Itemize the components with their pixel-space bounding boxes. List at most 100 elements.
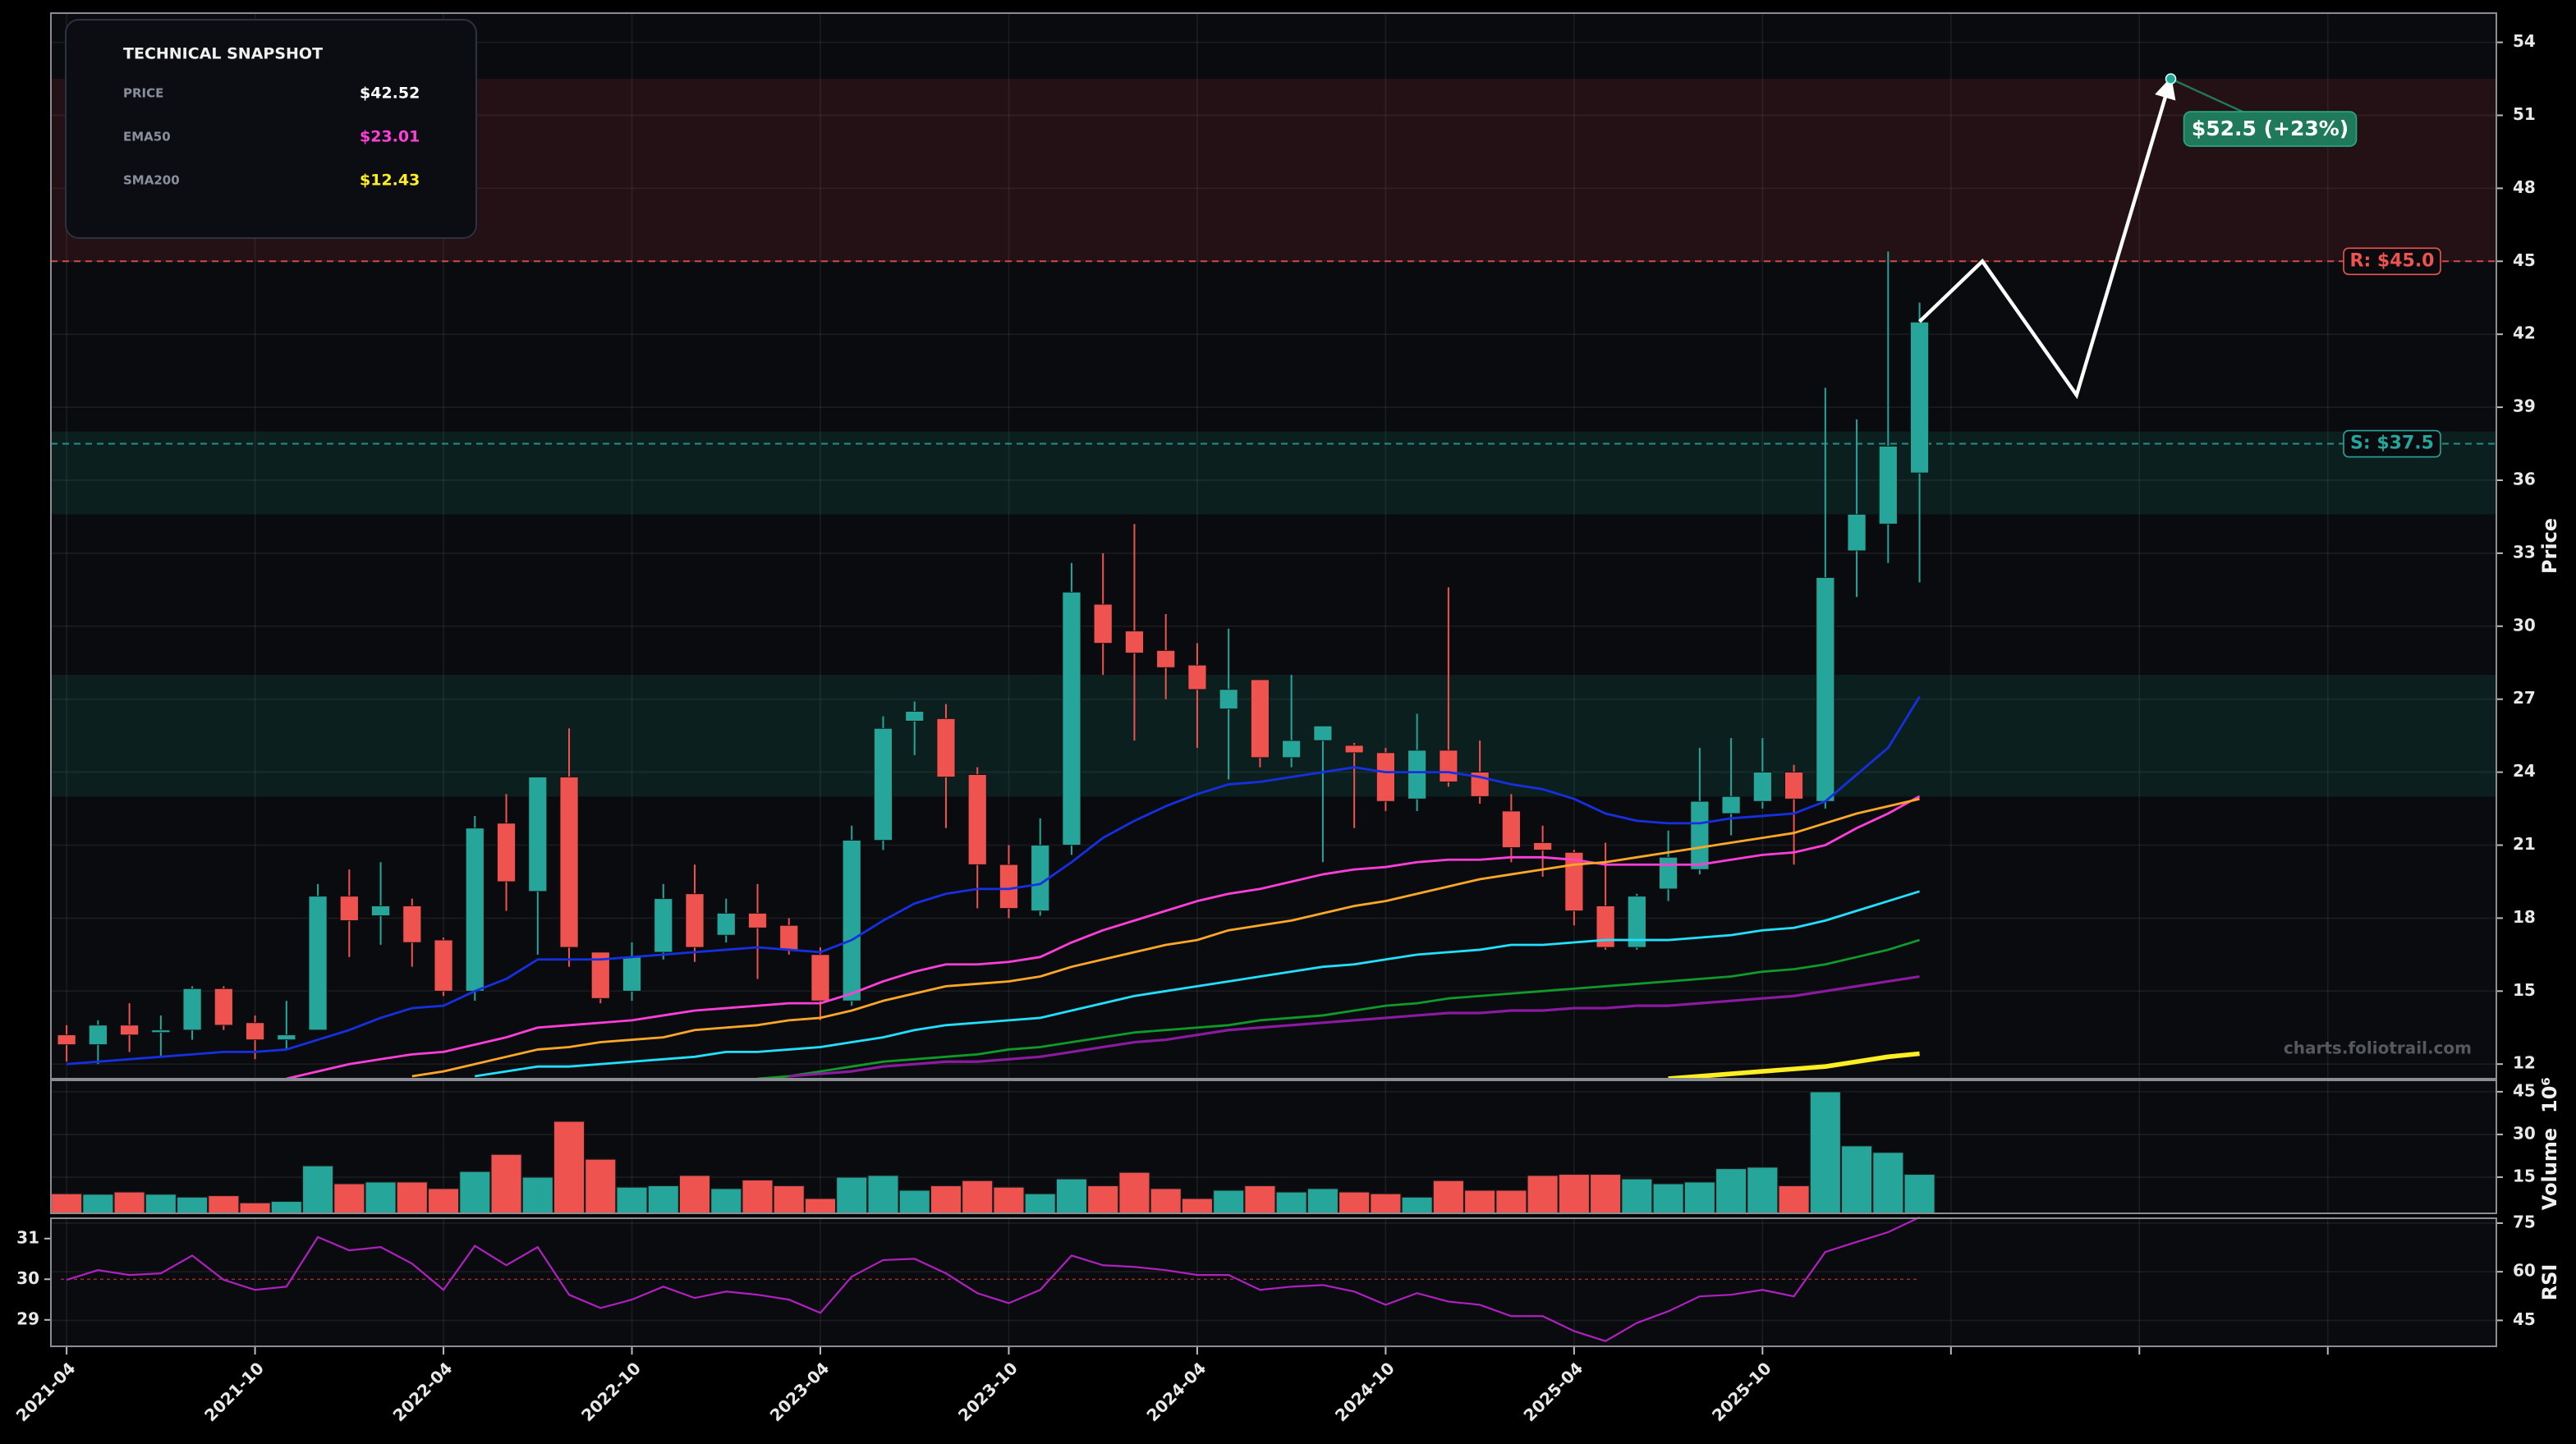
volume-bar [1652,1183,1684,1214]
y-tick-label: 15 [2513,1166,2536,1185]
candle-body [654,898,673,953]
y-axis-exponent: 10⁶ [2538,1077,2561,1113]
candle-body [1313,725,1333,741]
volume-bar [1778,1185,1810,1214]
volume-bar [898,1190,930,1214]
projection-label: $52.5 (+23%) [2192,117,2349,140]
zone [51,431,2496,515]
candle-body [1816,577,1835,802]
projection-connector [2170,77,2251,117]
y-tick-label: 60 [2513,1261,2536,1281]
y-tick-label: 42 [2513,323,2536,343]
snapshot-value: $42.52 [360,85,420,103]
y-tick-label: 15 [2513,980,2536,1000]
candle-body [1910,321,1929,474]
volume-bar [113,1191,145,1214]
moving-average-line [67,696,1921,1066]
candle-body [1659,856,1678,890]
volume-bar [1432,1180,1465,1214]
projection-target [2165,73,2177,85]
volume-bar [1181,1198,1214,1214]
candle-body [622,956,641,992]
candle-body [779,924,799,951]
plot-border [50,1217,2497,1347]
moving-average-line [1668,1051,1920,1081]
volume-bar [647,1185,679,1214]
rsi-line [66,1216,1921,1342]
volume-bar [1589,1173,1622,1214]
candle-body [999,864,1018,909]
candle-body [1344,745,1364,754]
volume-bar [1495,1190,1527,1214]
candle-body [1376,752,1395,802]
volume-bar [1306,1188,1339,1214]
level-label: R: $45.0 [2350,250,2435,271]
volume-bar [710,1188,742,1214]
candle-body [1251,679,1270,759]
candle-body [905,711,925,722]
volume-bar [1621,1178,1653,1214]
volume-bar [1275,1191,1307,1214]
volume-bar [867,1175,899,1214]
candle-body [88,1025,108,1045]
candle-body [1125,630,1144,653]
volume-bar [616,1186,648,1214]
volume-bar [1055,1178,1088,1214]
volume-bar [145,1194,177,1214]
volume-bar [773,1185,805,1214]
volume-bar [365,1181,397,1214]
volume-bar [930,1185,962,1214]
snapshot-title: TECHNICAL SNAPSHOT [123,45,323,63]
moving-average-line [757,938,1920,1080]
volume-bar [1715,1167,1747,1214]
y-tick-label: 48 [2513,177,2536,197]
y-tick-label: 54 [2513,31,2536,51]
level-label: S: $37.5 [2350,433,2434,454]
volume-bar [1683,1181,1716,1214]
y-tick-label: 33 [2513,542,2536,562]
candle-body [716,913,736,936]
volume-bar [553,1121,585,1214]
volume-bar [427,1188,460,1214]
plot-border [50,12,2497,1080]
volume-bar [1527,1175,1559,1214]
candle-body [308,896,328,1031]
candle-body [182,988,202,1031]
volume-bar [993,1186,1025,1214]
y-tick-label: 12 [2513,1053,2536,1073]
candle-body [1501,810,1521,848]
y-tick-label: 24 [2513,761,2536,781]
candle-body [1690,800,1710,870]
moving-average-line [788,974,1920,1078]
y-tick-label: 39 [2513,397,2536,416]
candle-body [1439,750,1458,782]
candle-body [1847,514,1867,552]
candle-body [1156,650,1176,668]
volume-bar [239,1202,271,1214]
level-label-box [2343,247,2441,276]
y-tick-label: 45 [2513,250,2536,270]
volume-bar [1872,1152,1904,1214]
candle-body [246,1022,264,1040]
candle-body [1282,740,1302,759]
y-tick-label: 51 [2513,104,2536,124]
candle-body [528,777,548,892]
volume-bar [1244,1185,1276,1214]
volume-bar [1463,1190,1496,1214]
candle-body [842,840,861,1002]
volume-bar [585,1158,617,1214]
candle-body [874,727,893,841]
volume-bar [1809,1091,1842,1214]
level-label-box [2343,429,2441,458]
candle-body [1784,772,1803,800]
y-tick-label: 21 [2513,834,2536,854]
zone [51,675,2496,797]
candle-body [371,905,390,916]
moving-average-line [411,797,1920,1078]
y2-tick-label: 30 [16,1268,39,1288]
candle-body [1878,446,1898,525]
candle-body [1533,842,1553,850]
y-tick-label: 30 [2513,615,2536,635]
volume-bar [1024,1193,1056,1214]
